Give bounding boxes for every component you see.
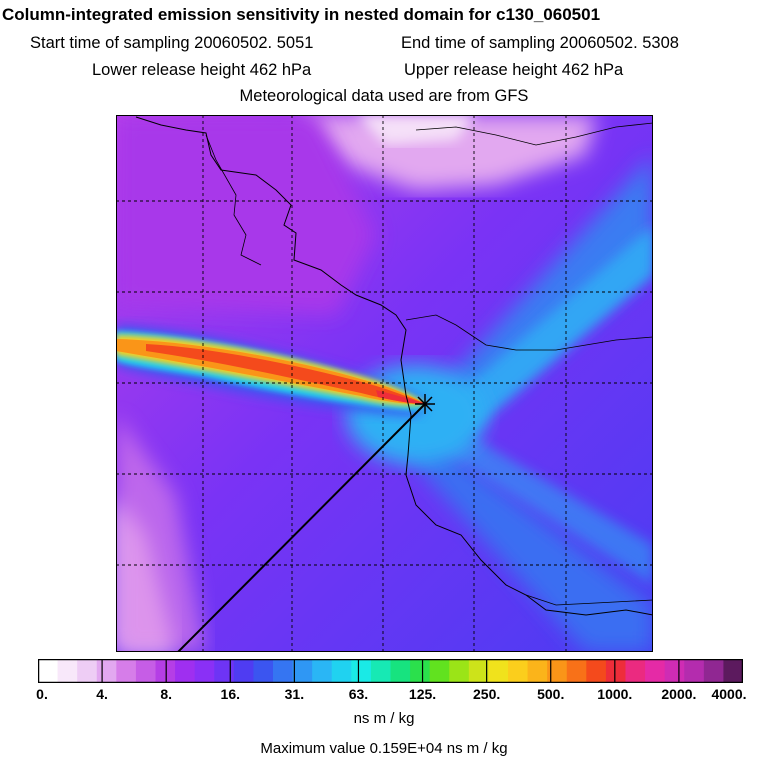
colorbar-units: ns m / kg [353, 710, 415, 727]
border-south [525, 594, 653, 606]
colorbar-swatch [194, 659, 215, 683]
low-sensitivity-region-north [296, 115, 596, 190]
pink-region-southwest [116, 415, 206, 652]
end-time-label: End time of sampling 20060502. 5308 [401, 34, 679, 52]
colorbar [38, 659, 743, 683]
receptor-star-icon [415, 394, 435, 414]
colorbar-swatch [38, 659, 59, 683]
border-east [405, 314, 653, 351]
coastline-island [205, 134, 262, 266]
colorbar-tick-label: 500. [537, 686, 565, 702]
colorbar-tick-label: 4. [96, 686, 108, 702]
colorbar-swatch [135, 659, 156, 683]
colorbar-swatch [449, 659, 470, 683]
colorbar-swatch [273, 659, 294, 683]
colorbar-tick-label: 250. [473, 686, 501, 702]
colorbar-swatch [547, 659, 568, 683]
colorbar-swatch [175, 659, 196, 683]
colorbar-swatch [508, 659, 529, 683]
flight-track-line [177, 403, 426, 652]
map-frame [116, 115, 653, 652]
max-value-label: Maximum value 0.159E+04 ns m / kg [260, 740, 508, 757]
colorbar-swatch [233, 659, 254, 683]
colorbar-swatch [664, 659, 685, 683]
colorbar-swatch [390, 659, 411, 683]
sensitivity-map [116, 115, 653, 652]
colorbar-swatch [703, 659, 724, 683]
colorbar-tick-label: 63. [348, 686, 369, 702]
lower-release-label: Lower release height 462 hPa [92, 61, 312, 79]
colorbar-tick-label: 0. [36, 686, 48, 702]
colorbar-swatch [312, 659, 333, 683]
purple-region-northwest [116, 115, 376, 315]
colorbar-swatch [605, 659, 626, 683]
colorbar-tick-label: 2000. [661, 686, 697, 702]
colorbar-tick-label: 31. [284, 686, 305, 702]
colorbar-tick-label: 16. [220, 686, 240, 702]
plume-red [146, 344, 426, 404]
colorbar-tick-label: 8. [160, 686, 173, 702]
colorbar-tick-label: 125. [408, 686, 437, 702]
plot-title: Column-integrated emission sensitivity i… [2, 5, 601, 24]
colorbar-swatch [625, 659, 646, 683]
coastline [135, 116, 653, 616]
start-time-label: Start time of sampling 20060502. 5051 [30, 34, 314, 52]
colorbar-tick-label: 4000. [711, 686, 747, 702]
colorbar-swatch [723, 659, 743, 683]
colorbar-swatch [57, 659, 78, 683]
colorbar-swatch [292, 659, 313, 683]
colorbar-swatch [331, 659, 352, 683]
colorbar-swatch [253, 659, 274, 683]
met-data-label: Meteorological data used are from GFS [239, 87, 529, 105]
colorbar-swatch [351, 659, 372, 683]
colorbar-swatch [527, 659, 548, 683]
colorbar-tick-label: 1000. [597, 686, 633, 702]
light-blue-band-southeast [436, 415, 653, 585]
colorbar-swatch [410, 659, 431, 683]
colorbar-swatch [77, 659, 98, 683]
blue-band-southeast [406, 425, 653, 652]
colorbar-swatch [429, 659, 450, 683]
colorbar-swatch [586, 659, 607, 683]
colorbar-swatch [684, 659, 705, 683]
colorbar-swatch [116, 659, 137, 683]
plume-core [376, 390, 426, 404]
colorbar-swatch [370, 659, 391, 683]
cyan-band-northeast [446, 225, 653, 435]
colorbar-swatch [468, 659, 489, 683]
colorbar-swatch [96, 659, 117, 683]
upper-release-label: Upper release height 462 hPa [404, 61, 624, 79]
colorbar-swatch [488, 659, 509, 683]
colorbar-frame [38, 659, 743, 683]
colorbar-swatch [645, 659, 666, 683]
colorbar-swatch [214, 659, 235, 683]
border-north [415, 122, 653, 146]
colorbar-swatch [566, 659, 587, 683]
colorbar-swatch [155, 659, 176, 683]
